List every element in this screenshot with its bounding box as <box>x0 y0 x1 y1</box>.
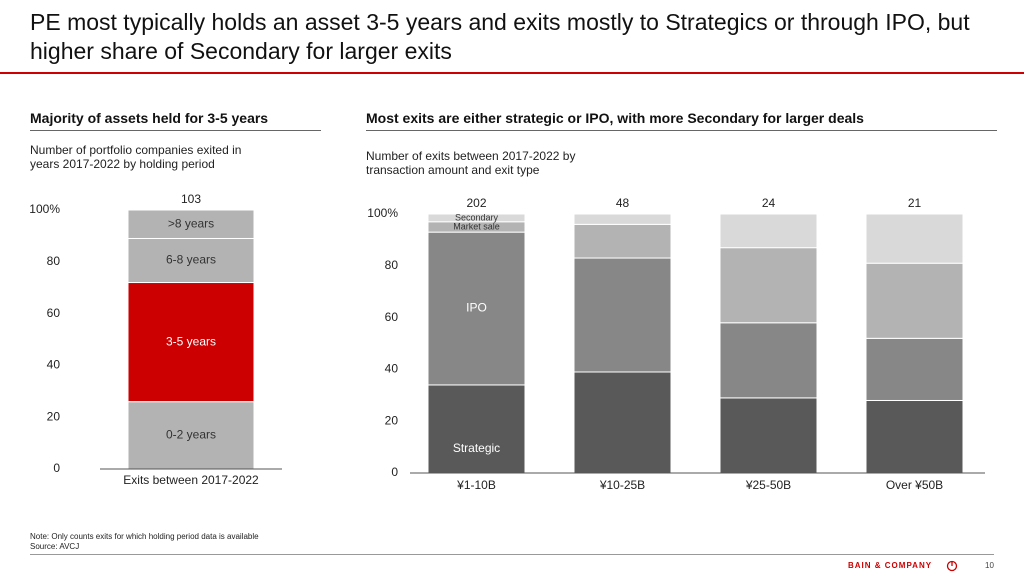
y-tick-label: 60 <box>47 306 61 320</box>
source: Source: AVCJ <box>30 542 80 551</box>
x-tick-label: ¥1-10B <box>456 478 496 492</box>
x-tick-label: ¥10-25B <box>599 478 645 492</box>
segment-label: 6-8 years <box>166 253 216 267</box>
bar-segment <box>719 247 818 324</box>
chart-subtitle: Number of exits between 2017-2022 by tra… <box>366 149 576 177</box>
note: Note: Only counts exits for which holdin… <box>30 532 259 541</box>
total-label: 21 <box>908 196 922 210</box>
y-tick-label: 80 <box>385 258 399 272</box>
chart-title: Most exits are either strategic or IPO, … <box>366 110 864 126</box>
y-tick-label: 0 <box>391 465 398 479</box>
bar-segment <box>865 337 964 401</box>
segment-label: Secondary <box>455 212 499 222</box>
bar-segment <box>127 401 255 470</box>
bar-segment <box>573 371 672 474</box>
segment-label: >8 years <box>168 216 214 230</box>
footer-rule <box>30 554 994 555</box>
bar-segment <box>573 257 672 373</box>
y-tick-label: 80 <box>47 254 61 268</box>
total-label: 24 <box>762 196 776 210</box>
bar-segment <box>719 213 818 249</box>
y-tick-label: 40 <box>47 358 61 372</box>
y-tick-label: 100% <box>367 206 398 220</box>
bar-segment <box>427 213 526 223</box>
x-tick-label: Exits between 2017-2022 <box>123 473 259 487</box>
header-rule <box>30 130 321 131</box>
y-tick-label: 60 <box>385 310 399 324</box>
bar-segment <box>865 262 964 339</box>
y-tick-label: 100% <box>29 202 60 216</box>
bar-segment <box>127 282 255 403</box>
x-tick-label: Over ¥50B <box>886 478 943 492</box>
chart-title: Majority of assets held for 3-5 years <box>30 110 269 126</box>
total-label: 202 <box>466 196 486 210</box>
bar-segment <box>865 399 964 474</box>
segment-label: 3-5 years <box>166 334 216 348</box>
page-number: 10 <box>985 561 994 570</box>
bar-segment <box>127 209 255 239</box>
y-tick-label: 40 <box>385 362 399 376</box>
bar-segment <box>865 213 964 264</box>
chart-subtitle: Number of portfolio companies exited in … <box>30 143 242 171</box>
segment-label: Strategic <box>453 441 500 455</box>
x-tick-label: ¥25-50B <box>745 478 791 492</box>
total-label: 103 <box>181 192 201 206</box>
y-tick-label: 0 <box>53 461 60 475</box>
segment-label: Market sale <box>453 221 500 231</box>
header-rule <box>366 130 997 131</box>
bar-segment <box>573 213 672 225</box>
slide-title: PE most typically holds an asset 3-5 yea… <box>30 9 970 64</box>
bar-segment <box>427 384 526 474</box>
bar-segment <box>719 397 818 474</box>
bar-segment <box>719 322 818 399</box>
title-rule <box>0 72 1024 74</box>
segment-label: 0-2 years <box>166 428 216 442</box>
bar-segment <box>427 231 526 386</box>
brand-icon <box>946 560 958 572</box>
bar-segment <box>127 237 255 284</box>
brand: BAIN & COMPANY <box>848 561 933 570</box>
total-label: 48 <box>616 196 630 210</box>
bar-segment <box>573 223 672 259</box>
y-tick-label: 20 <box>47 409 61 423</box>
y-tick-label: 20 <box>385 413 399 427</box>
segment-label: IPO <box>466 301 487 315</box>
